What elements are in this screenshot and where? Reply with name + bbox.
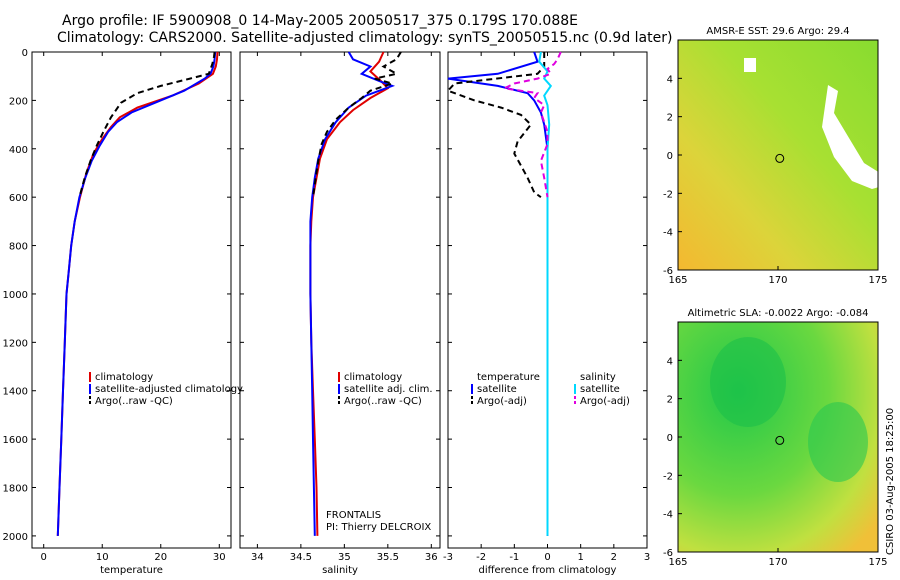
depth-tick-label: 1800 [3, 484, 28, 495]
depth-tick-label: 600 [9, 193, 28, 204]
difference-temp-legend-entry: Argo(-adj) [477, 396, 527, 407]
sla-low-region [710, 337, 786, 427]
sla-low-region [808, 402, 868, 482]
depth-tick-label: 1000 [3, 290, 28, 301]
sla-ytick-label: -6 [663, 548, 673, 559]
sst-ytick-label: 2 [667, 113, 673, 124]
pi-annotation: FRONTALIS [326, 510, 381, 521]
difference-xaxis-label: difference from climatology [479, 565, 617, 576]
depth-tick-label: 0 [22, 48, 28, 59]
temperature-legend-entry: satellite-adjusted climatology [95, 384, 243, 395]
temperature-series-line [56, 51, 217, 536]
sla-ytick-label: 0 [667, 433, 673, 444]
sst-ytick-label: 4 [667, 74, 673, 85]
difference-temp-legend-entry: satellite [477, 384, 517, 395]
difference-series-line [501, 51, 562, 198]
sst-ytick-label: -6 [663, 266, 673, 277]
salinity-legend-entry: satellite adj. clim. [344, 384, 433, 395]
sst-xtick-label: 170 [768, 275, 787, 286]
salinity-series-line [312, 51, 402, 198]
difference-xtick-label: 0 [544, 552, 550, 563]
temperature-xtick-label: 10 [96, 552, 109, 563]
sst-xtick-label: 175 [868, 275, 887, 286]
depth-tick-label: 2000 [3, 532, 28, 543]
difference-series-line [538, 51, 553, 536]
sla-float-marker [775, 435, 785, 445]
sst-nodata-region [822, 85, 886, 189]
temperature-plot-frame [31, 51, 232, 549]
sst-float-marker [775, 153, 785, 163]
temperature-legend-entry: climatology [95, 372, 153, 383]
difference-sal-legend-entry: salinity [580, 372, 616, 383]
difference-xtick-label: -1 [509, 552, 519, 563]
sla-xtick-label: 165 [668, 557, 687, 568]
salinity-series-line [309, 51, 390, 536]
difference-xtick-label: -2 [476, 552, 486, 563]
sst-xtick-label: 165 [668, 275, 687, 286]
salinity-plot-frame [239, 51, 441, 549]
sst-map-title: AMSR-E SST: 29.6 Argo: 29.4 [706, 26, 849, 37]
salinity-xtick-label: 34 [251, 552, 264, 563]
sla-ytick-label: -4 [663, 510, 673, 521]
depth-tick-label: 200 [9, 96, 28, 107]
sla-ytick-label: 2 [667, 395, 673, 406]
depth-tick-label: 400 [9, 145, 28, 156]
pi-annotation: PI: Thierry DELCROIX [326, 522, 431, 533]
difference-series-line [447, 51, 549, 536]
depth-tick-label: 1400 [3, 387, 28, 398]
sla-xtick-label: 175 [868, 557, 887, 568]
csiro-timestamp: CSIRO 03-Aug-2005 18:25:00 [885, 408, 896, 555]
sst-ytick-label: -2 [663, 189, 673, 200]
difference-series-line [446, 52, 546, 199]
salinity-xtick-label: 36 [425, 552, 438, 563]
sst-ytick-label: 0 [667, 151, 673, 162]
temperature-xaxis-label: temperature [100, 565, 163, 576]
sla-map-title: Altimetric SLA: -0.0022 Argo: -0.084 [688, 308, 869, 319]
salinity-legend-entry: climatology [344, 372, 402, 383]
sla-ytick-label: -2 [663, 471, 673, 482]
depth-tick-label: 1200 [3, 338, 28, 349]
temperature-legend-entry: Argo(..raw -QC) [95, 396, 173, 407]
salinity-xtick-label: 35 [338, 552, 351, 563]
temperature-series-line [78, 51, 216, 198]
salinity-xtick-label: 35.5 [377, 552, 399, 563]
sst-ytick-label: -4 [663, 228, 673, 239]
difference-xtick-label: 1 [577, 552, 583, 563]
difference-xtick-label: 3 [644, 552, 650, 563]
temperature-xtick-label: 20 [154, 552, 167, 563]
figure-title-line2: Climatology: CARS2000. Satellite-adjuste… [57, 30, 673, 46]
sst-nodata-patch [744, 58, 756, 72]
temperature-xtick-label: 0 [41, 552, 47, 563]
depth-tick-label: 800 [9, 242, 28, 253]
difference-xtick-label: -3 [443, 552, 453, 563]
salinity-series-line [309, 51, 396, 536]
salinity-xtick-label: 34.5 [290, 552, 312, 563]
difference-temp-legend-entry: temperature [477, 372, 540, 383]
difference-xtick-label: 2 [611, 552, 617, 563]
difference-sal-legend-entry: satellite [580, 384, 620, 395]
figure-title-line1: Argo profile: IF 5900908_0 14-May-2005 2… [62, 13, 578, 29]
difference-sal-legend-entry: Argo(-adj) [580, 396, 630, 407]
salinity-xaxis-label: salinity [322, 565, 358, 576]
sla-ytick-label: 4 [667, 356, 673, 367]
sla-xtick-label: 170 [768, 557, 787, 568]
depth-tick-label: 1600 [3, 435, 28, 446]
salinity-legend-entry: Argo(..raw -QC) [344, 396, 422, 407]
temperature-series-line [56, 51, 219, 536]
temperature-xtick-label: 30 [213, 552, 226, 563]
